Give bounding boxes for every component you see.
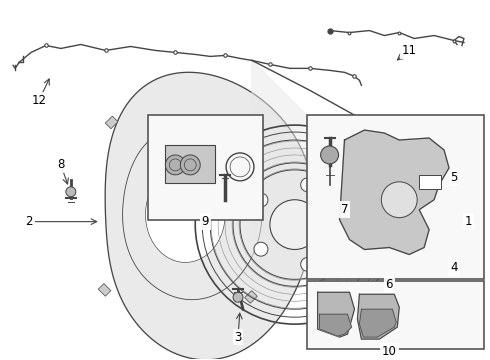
Text: 2: 2 (25, 215, 33, 228)
Bar (245, 291, 257, 303)
Polygon shape (252, 60, 307, 279)
Bar (307, 282, 484, 349)
Polygon shape (360, 309, 396, 337)
Circle shape (301, 257, 315, 271)
Polygon shape (318, 292, 354, 337)
Polygon shape (369, 178, 419, 248)
Text: 8: 8 (57, 158, 65, 171)
Bar (307, 115, 484, 279)
Circle shape (233, 292, 243, 302)
Text: 10: 10 (382, 345, 397, 357)
Text: 3: 3 (234, 330, 242, 343)
Polygon shape (319, 314, 351, 336)
Circle shape (381, 182, 417, 218)
Polygon shape (146, 167, 225, 262)
Bar (98, 284, 111, 296)
Circle shape (330, 218, 343, 231)
Polygon shape (340, 130, 449, 255)
Circle shape (66, 187, 76, 197)
Circle shape (270, 200, 319, 249)
Text: 7: 7 (341, 203, 348, 216)
Polygon shape (105, 72, 314, 360)
Bar (252, 123, 264, 136)
Text: 12: 12 (31, 94, 47, 107)
Bar (414, 222, 432, 238)
Text: 4: 4 (450, 261, 458, 274)
Text: 5: 5 (450, 171, 458, 184)
Polygon shape (358, 294, 399, 339)
Circle shape (254, 242, 268, 256)
Circle shape (166, 155, 185, 175)
Circle shape (301, 178, 315, 192)
Bar (419, 175, 441, 189)
Circle shape (180, 155, 200, 175)
Circle shape (254, 193, 268, 207)
Text: 11: 11 (402, 44, 416, 57)
Bar (166, 145, 215, 183)
Circle shape (320, 146, 339, 164)
Text: 9: 9 (201, 215, 209, 228)
Bar (148, 115, 263, 220)
Text: 6: 6 (386, 278, 393, 291)
Bar (414, 187, 432, 203)
Text: 1: 1 (465, 215, 473, 228)
Bar (105, 116, 118, 129)
